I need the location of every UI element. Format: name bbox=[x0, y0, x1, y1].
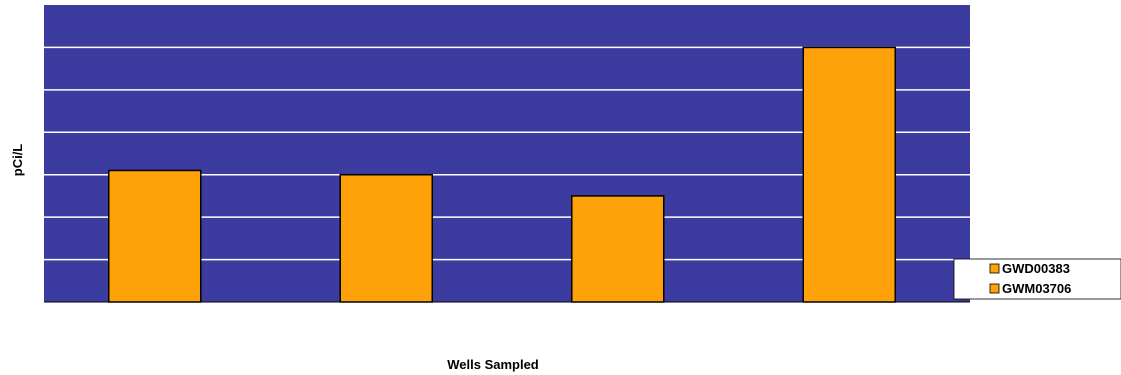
x-axis-label: Wells Sampled bbox=[447, 357, 539, 372]
bar-4 bbox=[802, 46, 896, 303]
bar-1 bbox=[108, 169, 202, 303]
legend-entry-2: GWM03706 bbox=[1002, 281, 1071, 296]
y-axis-label: pCi/L bbox=[10, 144, 25, 177]
legend-box bbox=[953, 258, 1121, 300]
bars bbox=[108, 46, 896, 303]
legend: GWD00383 GWM03706 bbox=[953, 258, 1121, 300]
legend-swatch-1 bbox=[989, 263, 1000, 274]
bar-3 bbox=[571, 195, 665, 303]
bar-2 bbox=[339, 173, 433, 303]
legend-swatch-2 bbox=[989, 283, 1000, 294]
legend-entry-1: GWD00383 bbox=[1002, 261, 1070, 276]
